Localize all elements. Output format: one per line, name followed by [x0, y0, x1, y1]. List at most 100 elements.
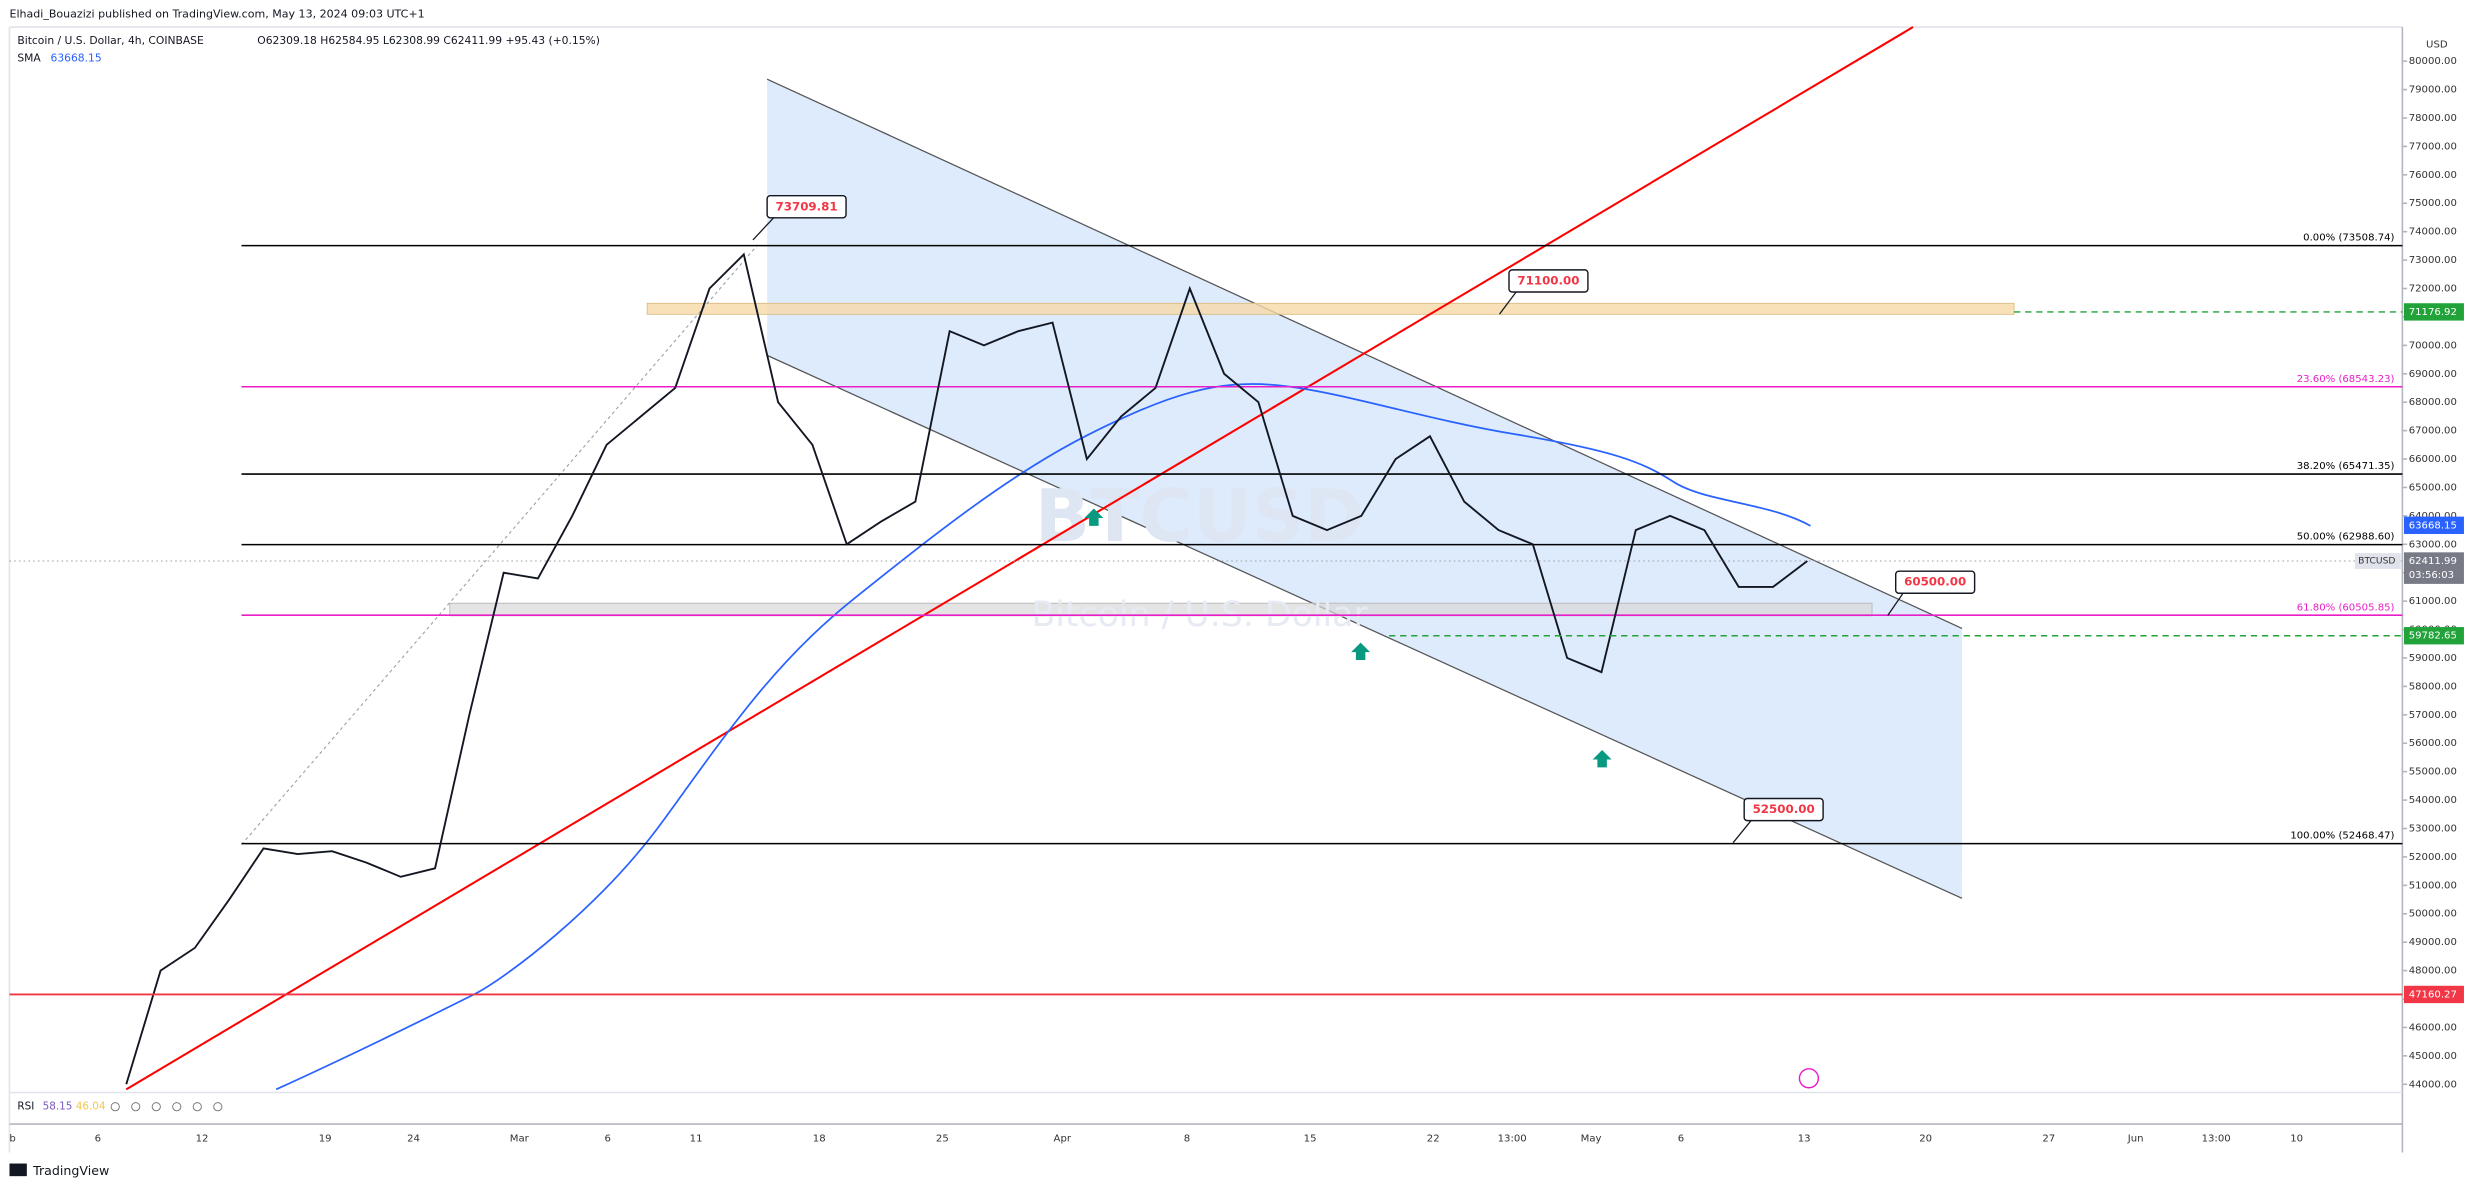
y-tick-label: 58000.00	[2409, 681, 2457, 692]
y-tick-label: 46000.00	[2409, 1022, 2457, 1033]
sma-tag-box	[2403, 516, 2464, 534]
y-tick-label: 77000.00	[2409, 141, 2457, 152]
y-tick-label: 49000.00	[2409, 937, 2457, 948]
x-tick-label: 8	[1184, 1133, 1190, 1144]
y-tick-label: 48000.00	[2409, 966, 2457, 977]
level-tag: 47160.27	[2409, 989, 2457, 1000]
current-symbol-box	[2355, 553, 2401, 569]
footer: TradingView	[32, 1163, 109, 1178]
y-tick-label: 55000.00	[2409, 767, 2457, 778]
up-arrow	[1084, 508, 1104, 526]
callout-box	[1895, 570, 1976, 594]
x-tick-label: Mar	[510, 1133, 530, 1144]
y-tick-label: 57000.00	[2409, 710, 2457, 721]
level-tag-box	[2403, 627, 2464, 645]
callout-box	[1508, 269, 1589, 293]
y-tick-label: 53000.00	[2409, 823, 2457, 834]
x-tick-label: 13:00	[1498, 1133, 1527, 1144]
up-arrow	[1351, 642, 1371, 661]
ohlc: O62309.18 H62584.95 L62308.99 C62411.99 …	[257, 34, 600, 47]
callout-pointer	[752, 214, 778, 241]
callout-label: 71100.00	[1517, 273, 1579, 287]
sma-label: SMA	[17, 52, 41, 65]
watermark-symbol: BTCUSD	[1035, 475, 1365, 559]
y-tick-label: 73000.00	[2409, 255, 2457, 266]
sma-tag: 63668.15	[2409, 520, 2457, 531]
y-tick-label: 78000.00	[2409, 113, 2457, 124]
sma-value: 63668.15	[51, 52, 102, 65]
y-tick-label: 51000.00	[2409, 880, 2457, 891]
x-tick-label: b	[9, 1133, 15, 1144]
y-tick-label: 69000.00	[2409, 369, 2457, 380]
up-arrow	[1592, 749, 1612, 768]
current-symbol: BTCUSD	[2358, 557, 2395, 567]
countdown: 03:56:03	[2409, 570, 2454, 581]
y-tick-label: 45000.00	[2409, 1051, 2457, 1062]
alert-icon[interactable]	[1798, 1068, 1820, 1089]
logo	[9, 1163, 27, 1177]
callout-label: 73709.81	[776, 199, 838, 213]
level-tag: 59782.65	[2409, 631, 2457, 642]
callout-pointer	[1887, 589, 1906, 616]
fib-label: 100.00% (52468.47)	[2290, 831, 2394, 842]
x-tick-label: 27	[2042, 1133, 2055, 1144]
y-tick-label: 56000.00	[2409, 738, 2457, 749]
x-tick-label: 15	[1304, 1133, 1317, 1144]
y-tick-label: 52000.00	[2409, 852, 2457, 863]
fib-anchor	[241, 244, 759, 846]
resistance-zone	[646, 302, 2015, 315]
x-tick-label: 19	[319, 1133, 332, 1144]
y-tick-label: 66000.00	[2409, 454, 2457, 465]
rsi-ma: 46.04	[76, 1101, 106, 1113]
y-tick-label: 50000.00	[2409, 909, 2457, 920]
x-tick-label: 12	[196, 1133, 209, 1144]
y-tick-label: 79000.00	[2409, 85, 2457, 96]
y-tick-label: 64000.00	[2409, 511, 2457, 522]
y-tick-label: 59000.00	[2409, 653, 2457, 664]
callout-pointer	[1732, 817, 1755, 844]
x-tick-label: 25	[936, 1133, 949, 1144]
y-tick-label: 75000.00	[2409, 198, 2457, 209]
y-tick-label: 67000.00	[2409, 426, 2457, 437]
rsi-value: 58.15	[43, 1101, 73, 1113]
x-tick-label: 6	[1678, 1133, 1684, 1144]
y-tick-label: 76000.00	[2409, 170, 2457, 181]
level-tag-box	[2403, 985, 2464, 1004]
y-tick-label: 65000.00	[2409, 482, 2457, 493]
fib-label: 50.00% (62988.60)	[2297, 532, 2395, 543]
trendline	[125, 26, 1914, 1091]
current-tag: 62411.99	[2409, 556, 2457, 567]
level-tag-box	[2403, 303, 2464, 321]
callout-label: 60500.00	[1904, 575, 1966, 589]
x-tick-label: 20	[1919, 1133, 1932, 1144]
rsi-label: RSI	[17, 1101, 34, 1113]
x-tick-label: 24	[407, 1133, 420, 1144]
author-line: Elhadi_Bouazizi published on TradingView…	[9, 7, 424, 20]
x-tick-label: May	[1581, 1133, 1602, 1144]
currency: USD	[2426, 39, 2448, 50]
y-tick-label: 72000.00	[2409, 284, 2457, 295]
sma-line	[275, 383, 1811, 1091]
rsi-icons	[110, 1102, 223, 1112]
x-tick-label: 13:00	[2202, 1133, 2231, 1144]
y-tick-label: 44000.00	[2409, 1079, 2457, 1090]
price-path	[125, 252, 1808, 1085]
x-tick-label: 10	[2290, 1133, 2303, 1144]
fib-label: 61.80% (60505.85)	[2297, 602, 2395, 613]
x-tick-label: 13	[1798, 1133, 1811, 1144]
symbol: Bitcoin / U.S. Dollar, 4h, COINBASE	[17, 34, 204, 47]
fib-label: 23.60% (68543.23)	[2297, 374, 2395, 385]
y-tick-label: 54000.00	[2409, 795, 2457, 806]
y-tick-label: 68000.00	[2409, 397, 2457, 408]
y-tick-label: 63000.00	[2409, 539, 2457, 550]
y-tick-label: 74000.00	[2409, 227, 2457, 238]
x-tick-label: 11	[690, 1133, 703, 1144]
arrows	[1084, 508, 1612, 768]
level-tag: 71176.92	[2409, 307, 2457, 318]
fib-label: 0.00% (73508.74)	[2303, 233, 2394, 244]
x-tick-label: Apr	[1054, 1133, 1072, 1144]
y-tick-label: 70000.00	[2409, 340, 2457, 351]
channel-fill	[767, 79, 1963, 899]
